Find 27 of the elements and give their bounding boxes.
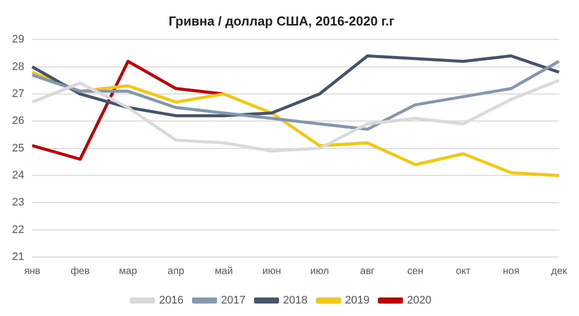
x-tick-label: авг (360, 266, 376, 277)
x-tick-label: июн (262, 266, 281, 277)
x-tick-label: янв (24, 266, 40, 277)
legend-label: 2019 (344, 294, 370, 307)
y-tick-label: 22 (12, 224, 24, 236)
chart-title: Гривна / доллар США, 2016-2020 г.г (168, 13, 396, 28)
x-tick-label: июл (310, 266, 330, 277)
y-tick-label: 21 (12, 251, 24, 264)
y-tick-label: 23 (12, 196, 24, 209)
y-tick-label: 28 (12, 60, 24, 73)
legend-label: 2017 (221, 294, 246, 307)
y-tick-label: 25 (12, 142, 24, 154)
x-tick-label: окт (456, 266, 471, 277)
y-tick-label: 24 (12, 170, 24, 182)
y-tick-label: 27 (12, 88, 24, 100)
y-tick-label: 26 (12, 115, 24, 128)
x-tick-label: апр (168, 266, 185, 277)
x-tick-label: дек (551, 266, 568, 277)
x-tick-label: фев (70, 266, 90, 277)
x-tick-label: сен (407, 266, 424, 277)
legend-label: 2020 (406, 294, 432, 307)
legend-label: 2018 (283, 294, 308, 307)
x-tick-label: мар (119, 266, 138, 277)
x-tick-label: май (214, 266, 233, 277)
x-tick-label: ноя (502, 266, 520, 277)
legend-label: 2016 (159, 294, 184, 307)
y-tick-label: 29 (12, 34, 24, 46)
